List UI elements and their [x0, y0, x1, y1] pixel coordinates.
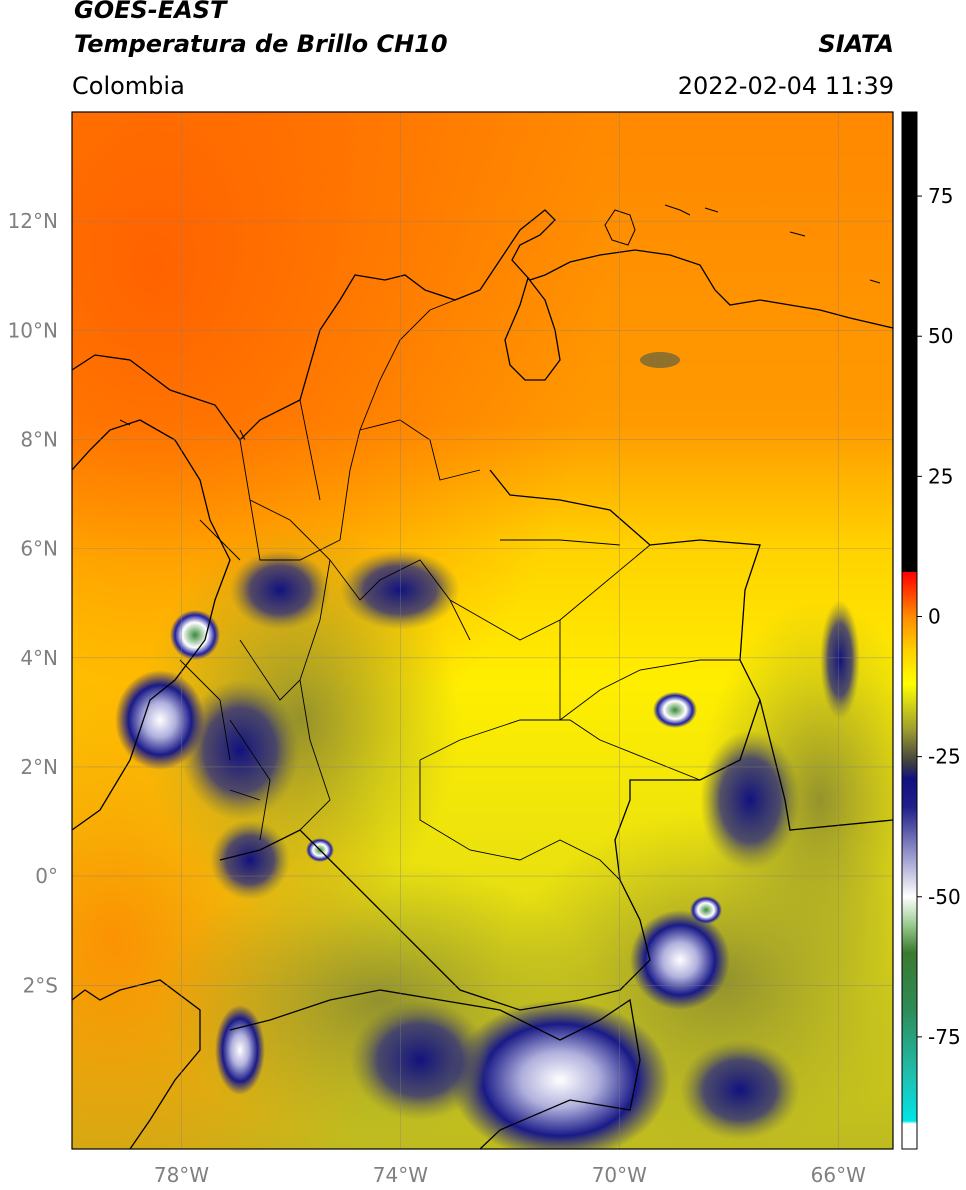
lat-tick-label: 0° — [35, 864, 58, 888]
border-venezuela — [489, 469, 893, 831]
region-label: Colombia — [72, 72, 185, 100]
colorbar-tick-label: -75 — [928, 1025, 961, 1049]
lat-tick-label: 8°N — [20, 427, 58, 451]
colorbar-tick-label: -50 — [928, 885, 961, 909]
coastline-pacific — [72, 419, 231, 831]
lon-tick-label: 78°W — [154, 1163, 209, 1187]
lat-tick-label: 10°N — [8, 318, 58, 342]
brand-label: SIATA — [818, 30, 894, 58]
lat-tick-label: 2°N — [20, 755, 58, 779]
lat-tick-label: 2°S — [23, 973, 58, 997]
lon-tick-label: 66°W — [811, 1163, 866, 1187]
colorbar-tick-label: 75 — [928, 184, 953, 208]
lat-axis: 12°N 10°N 8°N 6°N 4°N 2°N 0° 2°S — [8, 209, 58, 997]
lon-tick-label: 74°W — [373, 1163, 428, 1187]
map-frame — [71, 111, 894, 1150]
lat-tick-label: 12°N — [8, 209, 58, 233]
boundaries — [72, 204, 893, 1149]
coastline-caribbean — [72, 209, 893, 442]
colorbar-bar — [901, 111, 918, 1150]
colorbar-tick-label: 50 — [928, 324, 953, 348]
coastline-ecuador — [72, 979, 201, 1149]
colorbar-tick-label: -25 — [928, 745, 961, 769]
colorbar-tick-label: 0 — [928, 604, 941, 628]
colorbar-tick-label: 25 — [928, 464, 953, 488]
dept-borders — [179, 299, 740, 881]
map-imagery — [72, 112, 893, 1149]
coastline-lake — [504, 276, 561, 381]
datetime-label: 2022-02-04 11:39 — [677, 72, 894, 100]
lat-tick-label: 6°N — [20, 537, 58, 561]
lon-tick-label: 70°W — [592, 1163, 647, 1187]
colorbar: 75 50 25 0 -25 -50 -75 — [901, 111, 961, 1150]
border-peru — [229, 989, 641, 1149]
islands — [119, 204, 881, 441]
border-brazil — [614, 699, 761, 881]
gridlines — [72, 112, 893, 1149]
title-product: Temperatura de Brillo CH10 — [74, 30, 448, 58]
lat-tick-label: 4°N — [20, 646, 58, 670]
lon-axis: 78°W 74°W 70°W 66°W — [154, 1163, 866, 1187]
title-satellite: GOES-EAST — [74, 0, 227, 24]
